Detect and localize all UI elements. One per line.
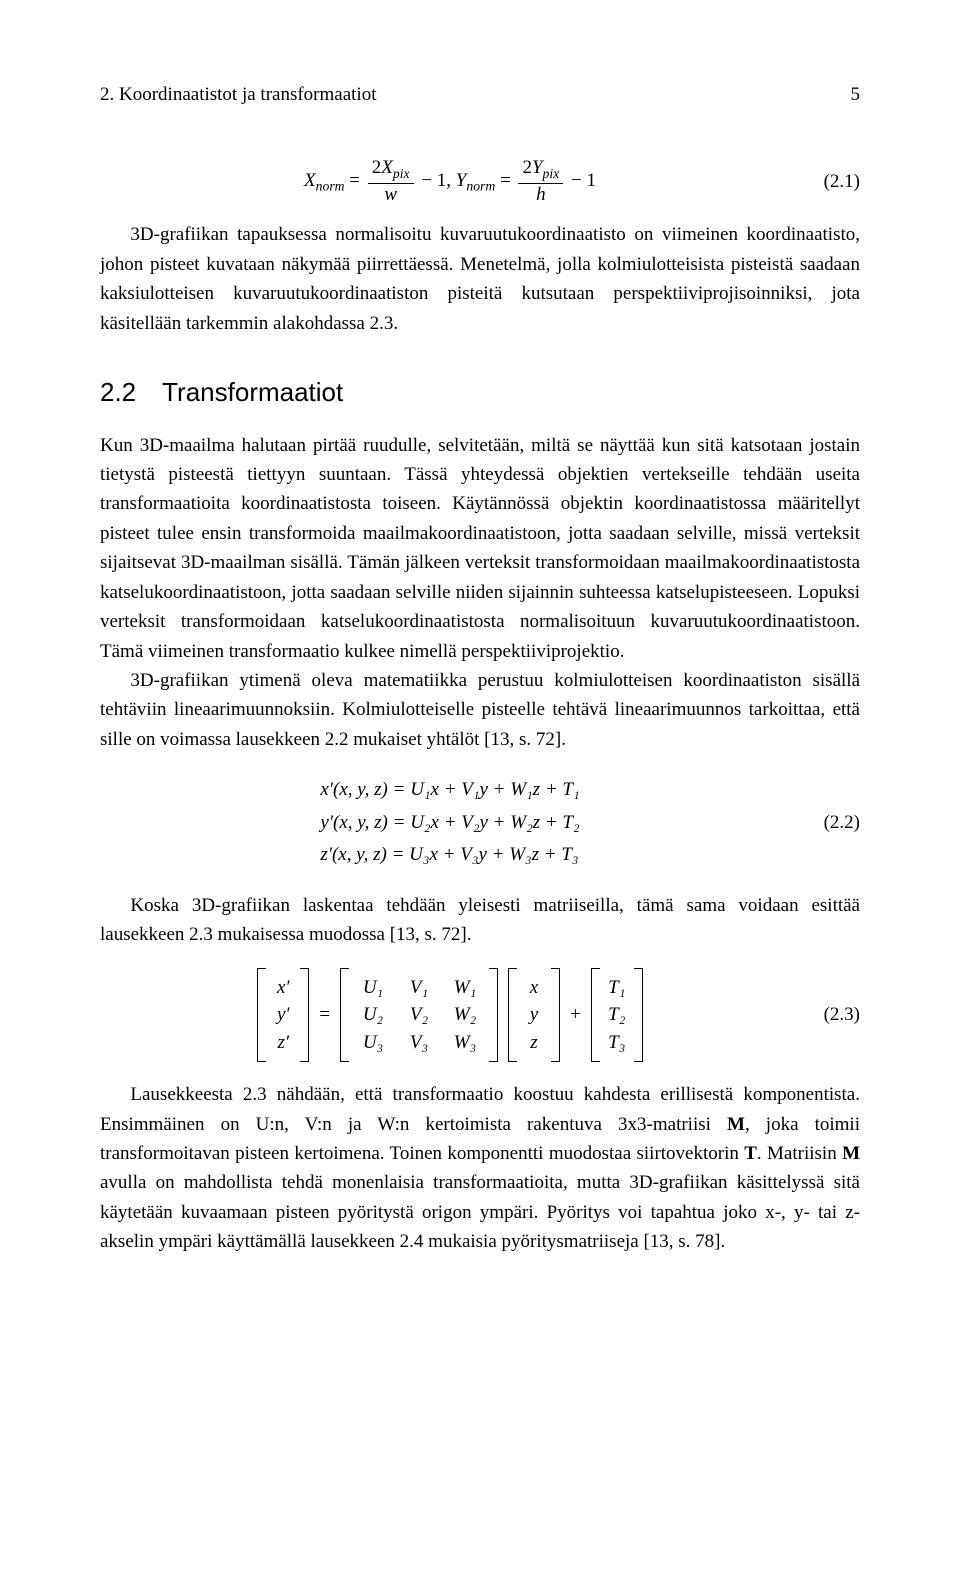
equation-2-1-body: Xnorm = 2Xpix w − 1, Ynorm = 2Ypix h − 1 <box>100 157 800 206</box>
equation-2-1-number: (2.1) <box>800 167 860 196</box>
running-header: 2. Koordinaatistot ja transformaatiot 5 <box>100 80 860 109</box>
header-page-number: 5 <box>851 80 861 109</box>
matrix-T: T₁ T₂ T₃ <box>591 968 643 1063</box>
section-2-2-heading: 2.2 Transformaatiot <box>100 372 860 412</box>
header-left: 2. Koordinaatistot ja transformaatiot <box>100 80 376 109</box>
equation-2-2: x′(x, y, z) = U₁x + V₁y + W₁z + T₁ y′(x,… <box>100 772 860 872</box>
bold-M-2: M <box>842 1143 860 1164</box>
equation-2-2-body: x′(x, y, z) = U₁x + V₁y + W₁z + T₁ y′(x,… <box>100 772 800 872</box>
matrix-lhs: x′ y′ z′ <box>257 968 309 1063</box>
paragraph-transformaatiot-2: 3D-grafiikan ytimenä oleva matematiikka … <box>100 666 860 754</box>
paragraph-after-eq21: 3D-grafiikan tapauksessa normalisoitu ku… <box>100 220 860 338</box>
matrix-v: x y z <box>508 968 560 1063</box>
bold-T: T <box>744 1143 757 1164</box>
equation-2-2-number: (2.2) <box>800 808 860 837</box>
matrix-M: U₁V₁W₁ U₂V₂W₂ U₃V₃W₃ <box>340 968 498 1063</box>
equation-2-3-number: (2.3) <box>800 1000 860 1029</box>
paragraph-before-eq23: Koska 3D-grafiikan laskentaa tehdään yle… <box>100 891 860 950</box>
equation-2-3: x′ y′ z′ = U₁V₁W₁ U₂V₂W₂ U₃V₃W₃ x <box>100 968 860 1063</box>
paragraph-transformaatiot-1: Kun 3D-maailma halutaan pirtää ruudulle,… <box>100 431 860 667</box>
equation-2-3-body: x′ y′ z′ = U₁V₁W₁ U₂V₂W₂ U₃V₃W₃ x <box>100 968 800 1063</box>
paragraph-after-eq23: Lausekkeesta 2.3 nähdään, että transform… <box>100 1080 860 1257</box>
equation-2-1: Xnorm = 2Xpix w − 1, Ynorm = 2Ypix h − 1… <box>100 157 860 206</box>
bold-M: M <box>727 1114 745 1135</box>
